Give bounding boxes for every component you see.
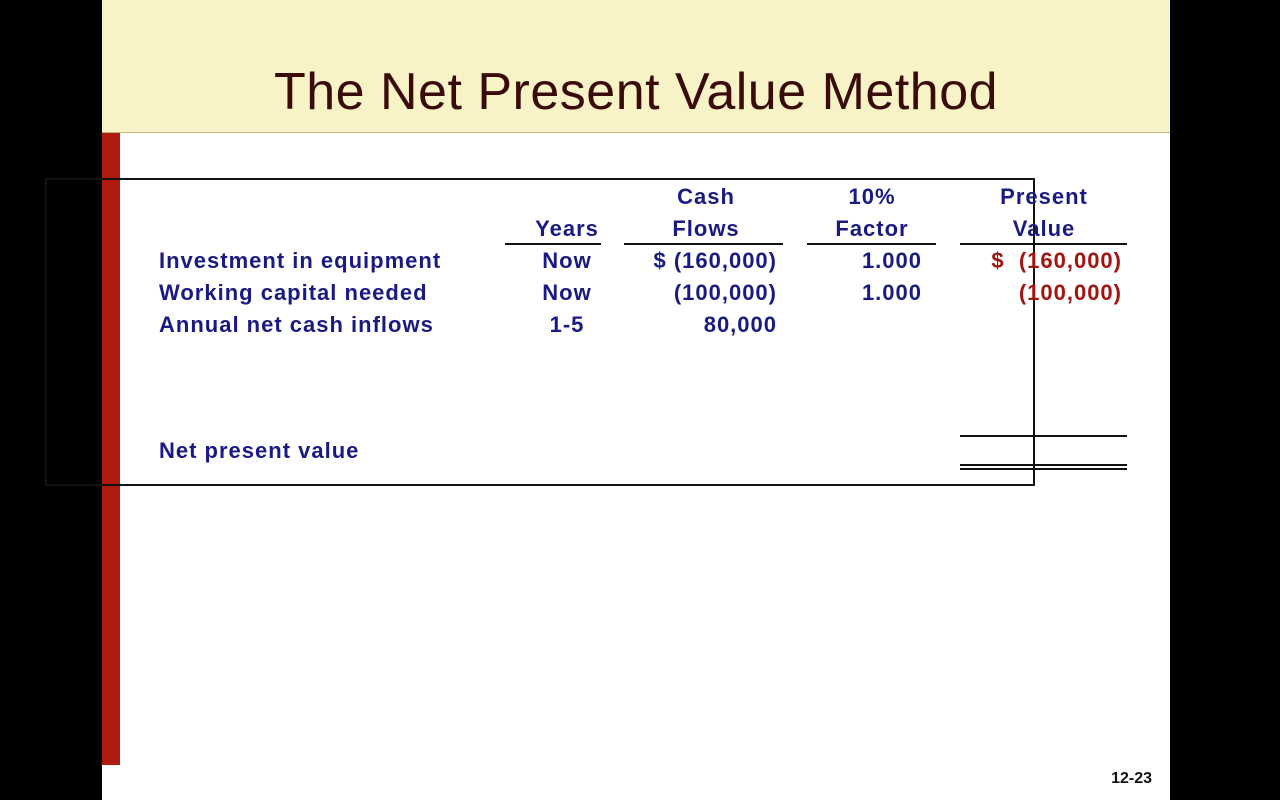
column-header: 10% [848,184,896,209]
column-header: Years [535,216,599,241]
cell-cash-flows: (100,000) [673,280,777,305]
header-rule [505,243,601,245]
column-header: Cash [677,184,735,209]
accent-bar [102,133,120,765]
cell-factor: 1.000 [861,248,922,273]
cell-cash-flows: 80,000 [703,312,777,337]
column-header: Factor [835,216,909,241]
column-header: Flows [672,216,740,241]
column-header: Value [1012,216,1076,241]
double-rule [960,464,1127,466]
row-label: Investment in equipment [159,248,442,273]
cell-years: Now [542,248,592,273]
cell-years: Now [542,280,592,305]
header-rule [624,243,783,245]
row-label: Working capital needed [159,280,428,305]
row-label: Annual net cash inflows [159,312,434,337]
header-rule [960,243,1127,245]
title-bar: The Net Present Value Method [102,0,1170,133]
page-number: 12-23 [1111,770,1152,787]
column-header: Present [1000,184,1088,209]
header-rule [807,243,936,245]
total-rule [960,435,1127,437]
slide-title: The Net Present Value Method [273,63,999,121]
cell-present-value: (100,000) [1018,280,1122,305]
npv-table [45,178,1035,486]
double-rule [960,468,1127,470]
slide: The Net Present Value Method 12-23 [102,0,1170,800]
total-label: Net present value [159,438,360,463]
cell-cash-flows: $ (160,000) [653,248,777,273]
cell-present-value: $ (160,000) [991,248,1122,273]
cell-years: 1-5 [549,312,585,337]
cell-factor: 1.000 [861,280,922,305]
